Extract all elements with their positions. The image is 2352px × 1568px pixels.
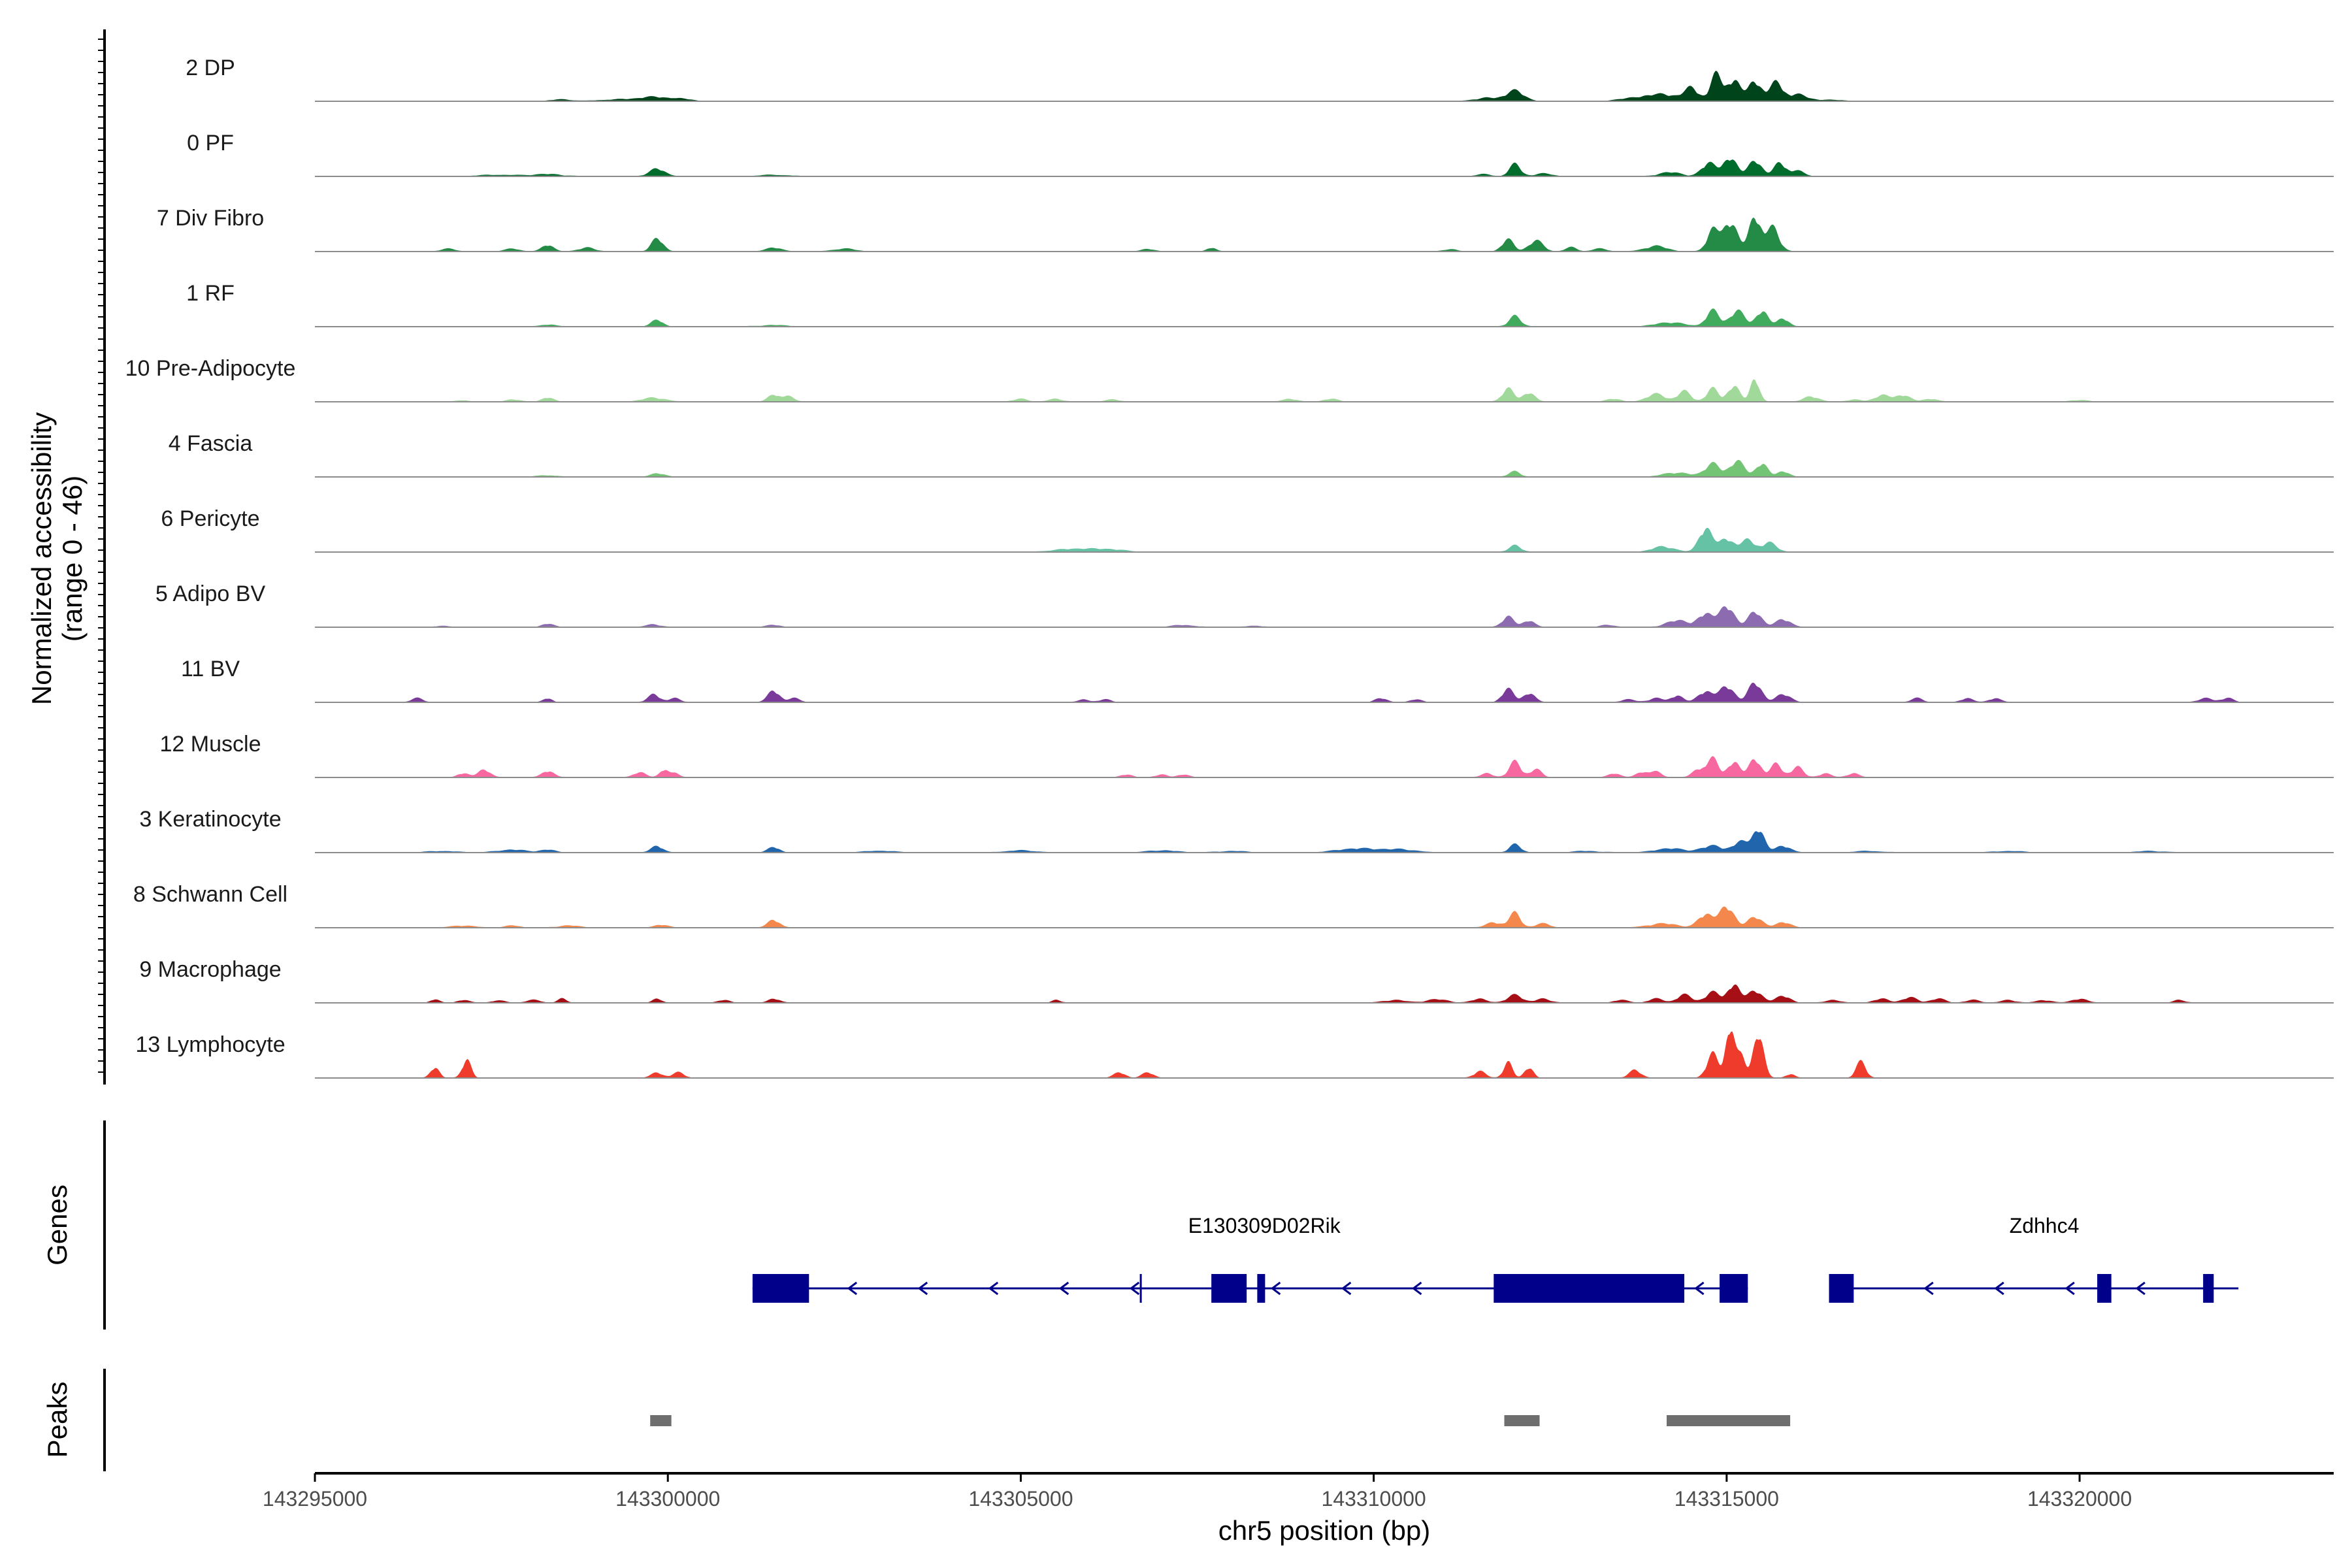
- peak-region: [1504, 1415, 1540, 1426]
- coverage-area: [343, 1031, 2242, 1078]
- strand-arrow: [1341, 1281, 1352, 1296]
- exon: [1211, 1274, 1247, 1303]
- x-tick-label: 143300000: [615, 1487, 720, 1511]
- track-label: 1 RF: [186, 281, 235, 306]
- track-10-pre-adipocyte: 10 Pre-Adipocyte: [125, 356, 2334, 402]
- track-9-macrophage: 9 Macrophage: [139, 957, 2334, 1004]
- track-label: 7 Div Fibro: [157, 206, 264, 231]
- y-axis-subtitle: (range 0 - 46): [57, 476, 88, 642]
- track-4-fascia: 4 Fascia: [169, 431, 2334, 478]
- gene-name: Zdhhc4: [2010, 1214, 2080, 1237]
- strand-arrow: [988, 1281, 999, 1296]
- strand-arrow: [1994, 1281, 2004, 1296]
- genes-panel: Genes E130309D02Rik Zdhhc4: [42, 1120, 2239, 1330]
- strand-arrow: [847, 1281, 858, 1296]
- x-ticks: 143295000 143300000 143305000 143310000 1433…: [263, 1473, 2132, 1511]
- track-13-lymphocyte: 13 Lymphocyte: [135, 1031, 2334, 1079]
- x-tick-label: 143310000: [1322, 1487, 1426, 1511]
- strand-arrow: [1923, 1281, 1934, 1296]
- strand-arrow: [917, 1281, 928, 1296]
- coverage-area: [343, 379, 2242, 402]
- peaks-label: Peaks: [42, 1382, 73, 1458]
- track-label: 11 BV: [181, 657, 240, 681]
- track-11-bv: 11 BV: [181, 657, 2334, 703]
- track-label: 13 Lymphocyte: [135, 1032, 285, 1057]
- peak-region: [650, 1415, 672, 1426]
- track-2-dp: 2 DP: [186, 56, 2334, 102]
- x-axis: 143295000 143300000 143305000 143310000 1433…: [263, 1472, 2334, 1546]
- peaks-panel: Peaks: [42, 1369, 1791, 1471]
- coverage-area: [343, 308, 2242, 327]
- track-label: 12 Muscle: [160, 732, 261, 757]
- track-1-rf: 1 RF: [186, 281, 2334, 327]
- gene-zdhhc4: Zdhhc4: [1829, 1214, 2239, 1303]
- y-axis-title: Normalized accessibility: [26, 412, 57, 705]
- strand-arrow: [1058, 1281, 1070, 1296]
- x-tick-label: 143295000: [263, 1487, 367, 1511]
- peak-bars: [650, 1415, 1791, 1426]
- coverage-area: [343, 217, 2242, 252]
- track-label: 5 Adipo BV: [155, 581, 266, 606]
- track-label: 9 Macrophage: [139, 957, 281, 982]
- gene-name: E130309D02Rik: [1188, 1214, 1341, 1237]
- exon: [1829, 1274, 1854, 1303]
- track-3-keratinocyte: 3 Keratinocyte: [139, 807, 2334, 853]
- coverage-area: [343, 71, 2242, 101]
- coverage-area: [343, 906, 2242, 928]
- x-tick-label: 143315000: [1674, 1487, 1779, 1511]
- coverage-area: [343, 159, 2242, 176]
- exon: [1720, 1274, 1748, 1303]
- strand-arrow: [2065, 1281, 2075, 1296]
- gene-models: E130309D02Rik Zdhhc4: [752, 1214, 2239, 1303]
- strand-arrow: [2135, 1281, 2146, 1296]
- track-0-pf: 0 PF: [187, 131, 2334, 177]
- x-tick-label: 143305000: [968, 1487, 1073, 1511]
- gene-e130309d02rik: E130309D02Rik: [752, 1214, 1748, 1303]
- strand-arrow: [1270, 1281, 1281, 1296]
- track-8-schwann-cell: 8 Schwann Cell: [133, 882, 2334, 928]
- track-label: 2 DP: [186, 56, 235, 80]
- track-5-adipo-bv: 5 Adipo BV: [155, 581, 2334, 628]
- coverage-area: [343, 831, 2242, 853]
- coverage-area: [343, 756, 2242, 777]
- track-label: 0 PF: [187, 131, 234, 155]
- peak-region: [1667, 1415, 1791, 1426]
- track-6-pericyte: 6 Pericyte: [161, 506, 2334, 553]
- track-7-div-fibro: 7 Div Fibro: [157, 206, 2334, 252]
- strand-arrow: [1129, 1281, 1140, 1296]
- exon: [1257, 1274, 1266, 1303]
- exon: [2097, 1274, 2112, 1303]
- track-12-muscle: 12 Muscle: [160, 732, 2334, 778]
- strand-arrow: [1411, 1281, 1422, 1296]
- coverage-area: [343, 606, 2242, 627]
- x-axis-title: chr5 position (bp): [1218, 1515, 1431, 1546]
- coverage-area: [343, 527, 2242, 552]
- exon: [1494, 1274, 1685, 1303]
- coverage-area: [343, 460, 2242, 477]
- track-label: 3 Keratinocyte: [139, 807, 281, 832]
- x-tick-label: 143320000: [2027, 1487, 2132, 1511]
- y-minor-ticks: [98, 39, 105, 1073]
- coverage-area: [343, 984, 2242, 1003]
- exon: [2203, 1274, 2214, 1303]
- y-axis: Normalized accessibility (range 0 - 46): [26, 29, 106, 1085]
- genes-label: Genes: [42, 1184, 73, 1266]
- coverage-tracks: 2 DP 0 PF 7 Div Fibro 1 RF 10 Pre-Adipocyte 4…: [125, 56, 2334, 1079]
- track-label: 8 Schwann Cell: [133, 882, 287, 907]
- track-label: 10 Pre-Adipocyte: [125, 356, 296, 381]
- strand-arrow: [1694, 1281, 1705, 1296]
- coverage-area: [343, 682, 2242, 702]
- track-label: 4 Fascia: [169, 431, 253, 456]
- track-label: 6 Pericyte: [161, 506, 259, 531]
- exon: [752, 1274, 809, 1303]
